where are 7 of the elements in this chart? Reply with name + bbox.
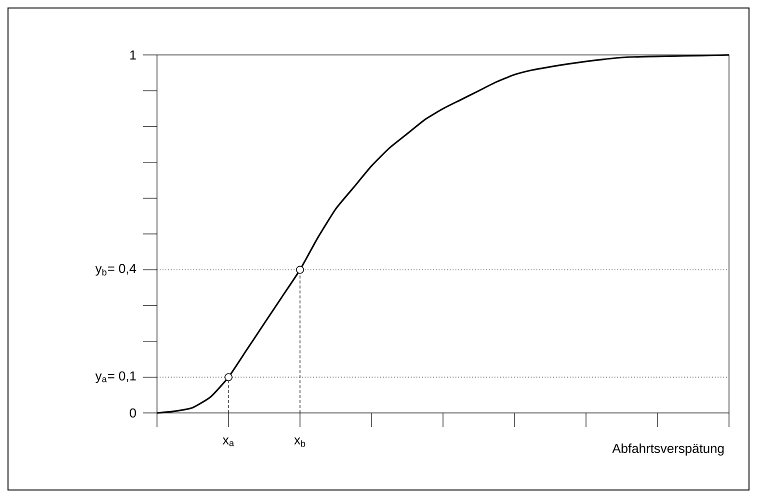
x-tick-label: x$_{a}$ — [222, 437, 234, 446]
y-tick-label: 0 — [130, 408, 136, 418]
x-axis-title: Abfahrtsverspätung — [612, 443, 724, 456]
y-tick-label: 1 — [130, 50, 136, 60]
y-tick-label: y$_{b}$= 0,4 — [95, 264, 136, 276]
y-tick-label: y$_{a}$= 0,1 — [95, 371, 136, 384]
x-tick-label: x$_{b}$ — [294, 437, 306, 447]
